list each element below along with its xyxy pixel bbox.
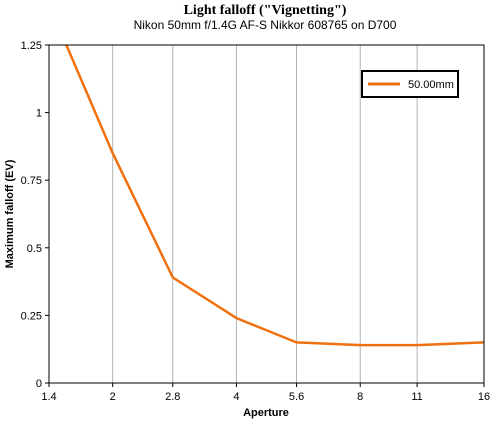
legend-label-50mm: 50.00mm <box>408 79 454 91</box>
x-tick-label: 2.8 <box>165 391 180 403</box>
x-tick-label: 4 <box>233 391 239 403</box>
legend: 50.00mm <box>361 70 459 98</box>
x-tick-label: 2 <box>110 391 116 403</box>
x-tick-label: 11 <box>411 391 422 403</box>
series-line-0 <box>65 45 484 347</box>
x-tick-label: 16 <box>478 391 490 403</box>
y-tick-label: 0.5 <box>27 243 42 255</box>
axis-ticks: 1.4 2 2.8 4 5.6 8 11 16 0 0.25 0.5 0.75 1 1.25 <box>21 40 491 403</box>
y-tick-label: 0.75 <box>21 175 42 187</box>
plot-area-frame <box>48 44 485 384</box>
y-tick-label: 1.25 <box>21 40 42 52</box>
x-tick-label: 5.6 <box>289 391 304 403</box>
series-layer <box>65 45 484 347</box>
chart-title: Light falloff ("Vignetting") <box>184 3 347 18</box>
x-axis-label: Aperture <box>243 407 289 419</box>
chart-subtitle: Nikon 50mm f/1.4G AF-S Nikkor 608765 on … <box>134 18 397 32</box>
y-tick-label: 0 <box>36 378 42 390</box>
y-axis-label: Maximum falloff (EV) <box>4 159 16 268</box>
x-tick-label: 8 <box>357 391 363 403</box>
grid-lines <box>112 45 418 383</box>
y-tick-label: 0.25 <box>21 310 42 322</box>
x-tick-label: 1.4 <box>41 391 56 403</box>
y-tick-label: 1 <box>36 108 42 120</box>
